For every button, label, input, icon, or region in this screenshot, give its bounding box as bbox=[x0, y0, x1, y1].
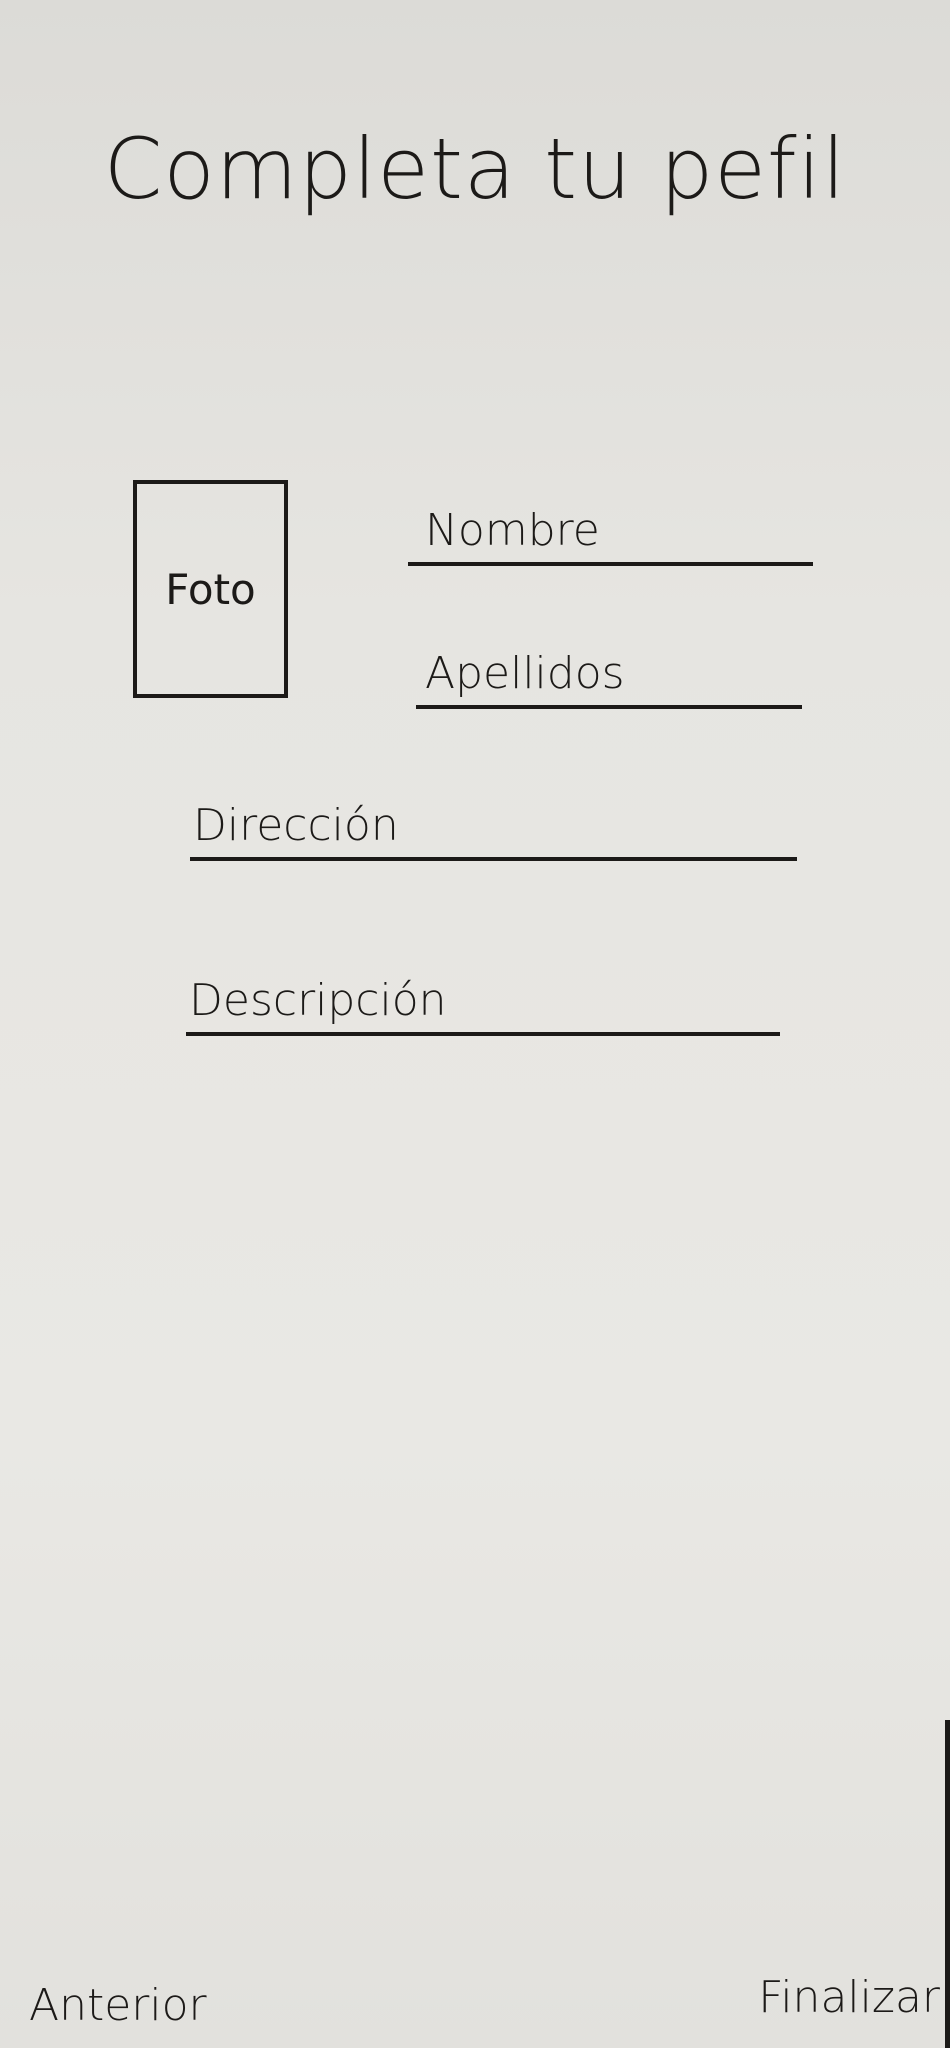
surname-field[interactable]: Apellidos bbox=[416, 648, 802, 709]
description-field[interactable]: Descripción bbox=[186, 975, 780, 1036]
field-label: Dirección bbox=[193, 800, 399, 851]
address-field[interactable]: Dirección bbox=[190, 800, 797, 861]
field-label: Descripción bbox=[189, 975, 447, 1026]
photo-label: Foto bbox=[165, 564, 256, 614]
name-field[interactable]: Nombre bbox=[408, 505, 813, 566]
finish-button[interactable]: Finalizar bbox=[758, 1972, 940, 2023]
page-title: Completa tu pefil bbox=[103, 120, 847, 218]
paper-edge bbox=[945, 1720, 950, 2048]
field-label: Nombre bbox=[425, 505, 600, 556]
back-button[interactable]: Anterior bbox=[29, 1980, 207, 2031]
field-label: Apellidos bbox=[425, 648, 625, 699]
photo-box[interactable]: Foto bbox=[133, 480, 288, 698]
